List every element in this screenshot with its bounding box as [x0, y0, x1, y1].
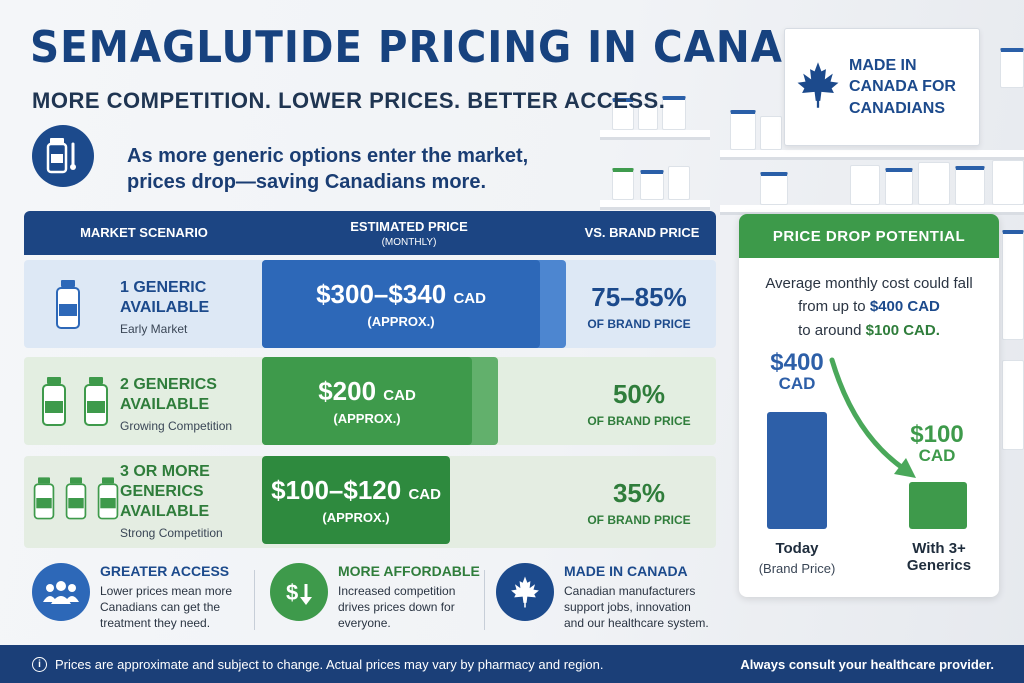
today-caption: Today (Brand Price) [757, 540, 837, 576]
generic-unit: CAD [918, 446, 956, 466]
price-currency: CAD [383, 387, 416, 404]
price-bar: $300–$340 CAD (APPROX.) [262, 260, 540, 348]
price-currency: CAD [453, 290, 486, 307]
price-approx: (APPROX.) [333, 411, 401, 426]
maple-leaf-icon [795, 60, 841, 115]
vs-brand: 75–85% OF BRAND PRICE [584, 282, 694, 331]
generic-bar [909, 482, 967, 529]
disclaimer-text: Prices are approximate and subject to ch… [55, 656, 604, 672]
today-sub: (Brand Price) [758, 561, 836, 576]
today-label: Today [775, 540, 819, 557]
divider [484, 570, 485, 630]
benefit-desc: Lower prices mean more Canadians can get… [100, 584, 233, 631]
footer: i Prices are approximate and subject to … [0, 645, 1024, 683]
price-value: $100–$120 CAD [271, 475, 441, 506]
price-bar: $100–$120 CAD (APPROX.) [262, 456, 450, 544]
scenario: 2 GENERICS AVAILABLE Growing Competition [120, 375, 240, 433]
col-scenario: MARKET SCENARIO [80, 225, 208, 240]
vial-icon [40, 375, 110, 427]
price-currency: CAD [408, 486, 441, 503]
panel-text-3: to around [798, 321, 862, 339]
today-unit: CAD [778, 374, 816, 394]
today-value: $400 CAD [757, 350, 837, 393]
col-vs: VS. BRAND PRICE [584, 225, 700, 240]
vs-of: OF BRAND PRICE [587, 513, 691, 527]
footer-disclaimer: i Prices are approximate and subject to … [32, 656, 604, 672]
col-price: ESTIMATED PRICE (MONTHLY) [314, 219, 504, 248]
scenario-stage: Strong Competition [120, 526, 223, 540]
page-subtitle: MORE COMPETITION. LOWER PRICES. BETTER A… [32, 88, 666, 113]
benefit-affordable: $ MORE AFFORDABLE Increased competition … [270, 563, 480, 632]
col-price-sub: (MONTHLY) [381, 237, 437, 248]
generic-amount: $100 [910, 421, 964, 448]
panel-text-2: $400 CAD [869, 298, 940, 316]
benefit-title: GREATER ACCESS [100, 563, 230, 579]
generic-caption: With 3+ Generics [889, 540, 989, 574]
made-in-canada-sign: MADE IN CANADA FOR CANADIANS [784, 28, 980, 146]
panel-title: PRICE DROP POTENTIAL [739, 214, 999, 258]
benefit-title: MORE AFFORDABLE [338, 563, 480, 579]
col-price-label: ESTIMATED PRICE [350, 219, 468, 234]
vs-brand: 50% OF BRAND PRICE [584, 379, 694, 428]
table-row: 2 GENERICS AVAILABLE Growing Competition… [24, 357, 716, 445]
scenario-name: 3 OR MORE GENERICS AVAILABLE [120, 463, 210, 520]
benefit-canada: MADE IN CANADA Canadian manufacturers su… [496, 563, 726, 632]
scenario: 1 GENERIC AVAILABLE Early Market [120, 278, 230, 336]
price-approx: (APPROX.) [322, 510, 390, 525]
generic-value: $100 CAD [897, 422, 977, 465]
today-bar [767, 412, 827, 529]
generic-label: With 3+ Generics [906, 540, 972, 574]
maple-leaf-icon [496, 563, 554, 621]
panel-text: Average monthly cost could fall from up … [739, 272, 999, 342]
scenario-name: 1 GENERIC AVAILABLE [120, 279, 210, 316]
scenario-stage: Early Market [120, 322, 188, 336]
medicine-bottle-icon [32, 125, 94, 187]
price-amount: $200 [318, 376, 377, 406]
table-row: 1 GENERIC AVAILABLE Early Market $300–$3… [24, 260, 716, 348]
table-header: MARKET SCENARIO ESTIMATED PRICE (MONTHLY… [24, 211, 716, 255]
panel-text-4: $100 CAD. [865, 321, 940, 339]
benefit-desc: Increased competition drives prices down… [338, 584, 456, 631]
vs-brand: 35% OF BRAND PRICE [584, 478, 694, 527]
scenario-stage: Growing Competition [120, 419, 233, 433]
panel-text-1: Average monthly cost could fall from up … [765, 275, 973, 316]
info-icon: i [32, 656, 47, 672]
dollar-down-icon: $ [270, 563, 328, 621]
vial-icon [54, 278, 82, 335]
footer-advice: Always consult your healthcare provider. [740, 656, 994, 672]
sign-text: MADE IN CANADA FOR CANADIANS [849, 56, 956, 117]
price-drop-panel: PRICE DROP POTENTIAL Average monthly cos… [739, 214, 999, 597]
benefit-title: MADE IN CANADA [564, 563, 688, 579]
people-icon [32, 563, 90, 621]
scenario-name: 2 GENERICS AVAILABLE [120, 376, 217, 413]
table-row: 3 OR MORE GENERICS AVAILABLE Strong Comp… [24, 456, 716, 548]
vs-pct: 75–85% [591, 282, 687, 312]
vs-pct: 35% [612, 478, 666, 508]
intro-text: As more generic options enter the market… [127, 145, 529, 193]
divider [254, 570, 255, 630]
price-value: $300–$340 CAD [316, 279, 486, 310]
today-amount: $400 [770, 349, 824, 376]
page-title: SEMAGLUTIDE PRICING IN CANADA [30, 22, 850, 73]
scenario: 3 OR MORE GENERICS AVAILABLE Strong Comp… [120, 462, 240, 540]
price-amount: $100–$120 [271, 475, 402, 505]
svg-text:$: $ [286, 580, 298, 605]
price-bar: $200 CAD (APPROX.) [262, 357, 472, 445]
price-amount: $300–$340 [316, 279, 447, 309]
vial-icon [32, 472, 120, 524]
benefit-access: GREATER ACCESS Lower prices mean more Ca… [32, 563, 242, 632]
vs-pct: 50% [612, 379, 666, 409]
arrow-down-icon [829, 357, 916, 478]
vs-of: OF BRAND PRICE [587, 317, 691, 331]
price-approx: (APPROX.) [367, 314, 435, 329]
vs-of: OF BRAND PRICE [587, 414, 691, 428]
benefit-desc: Canadian manufacturers support jobs, inn… [564, 584, 709, 631]
price-value: $200 CAD [318, 376, 416, 407]
